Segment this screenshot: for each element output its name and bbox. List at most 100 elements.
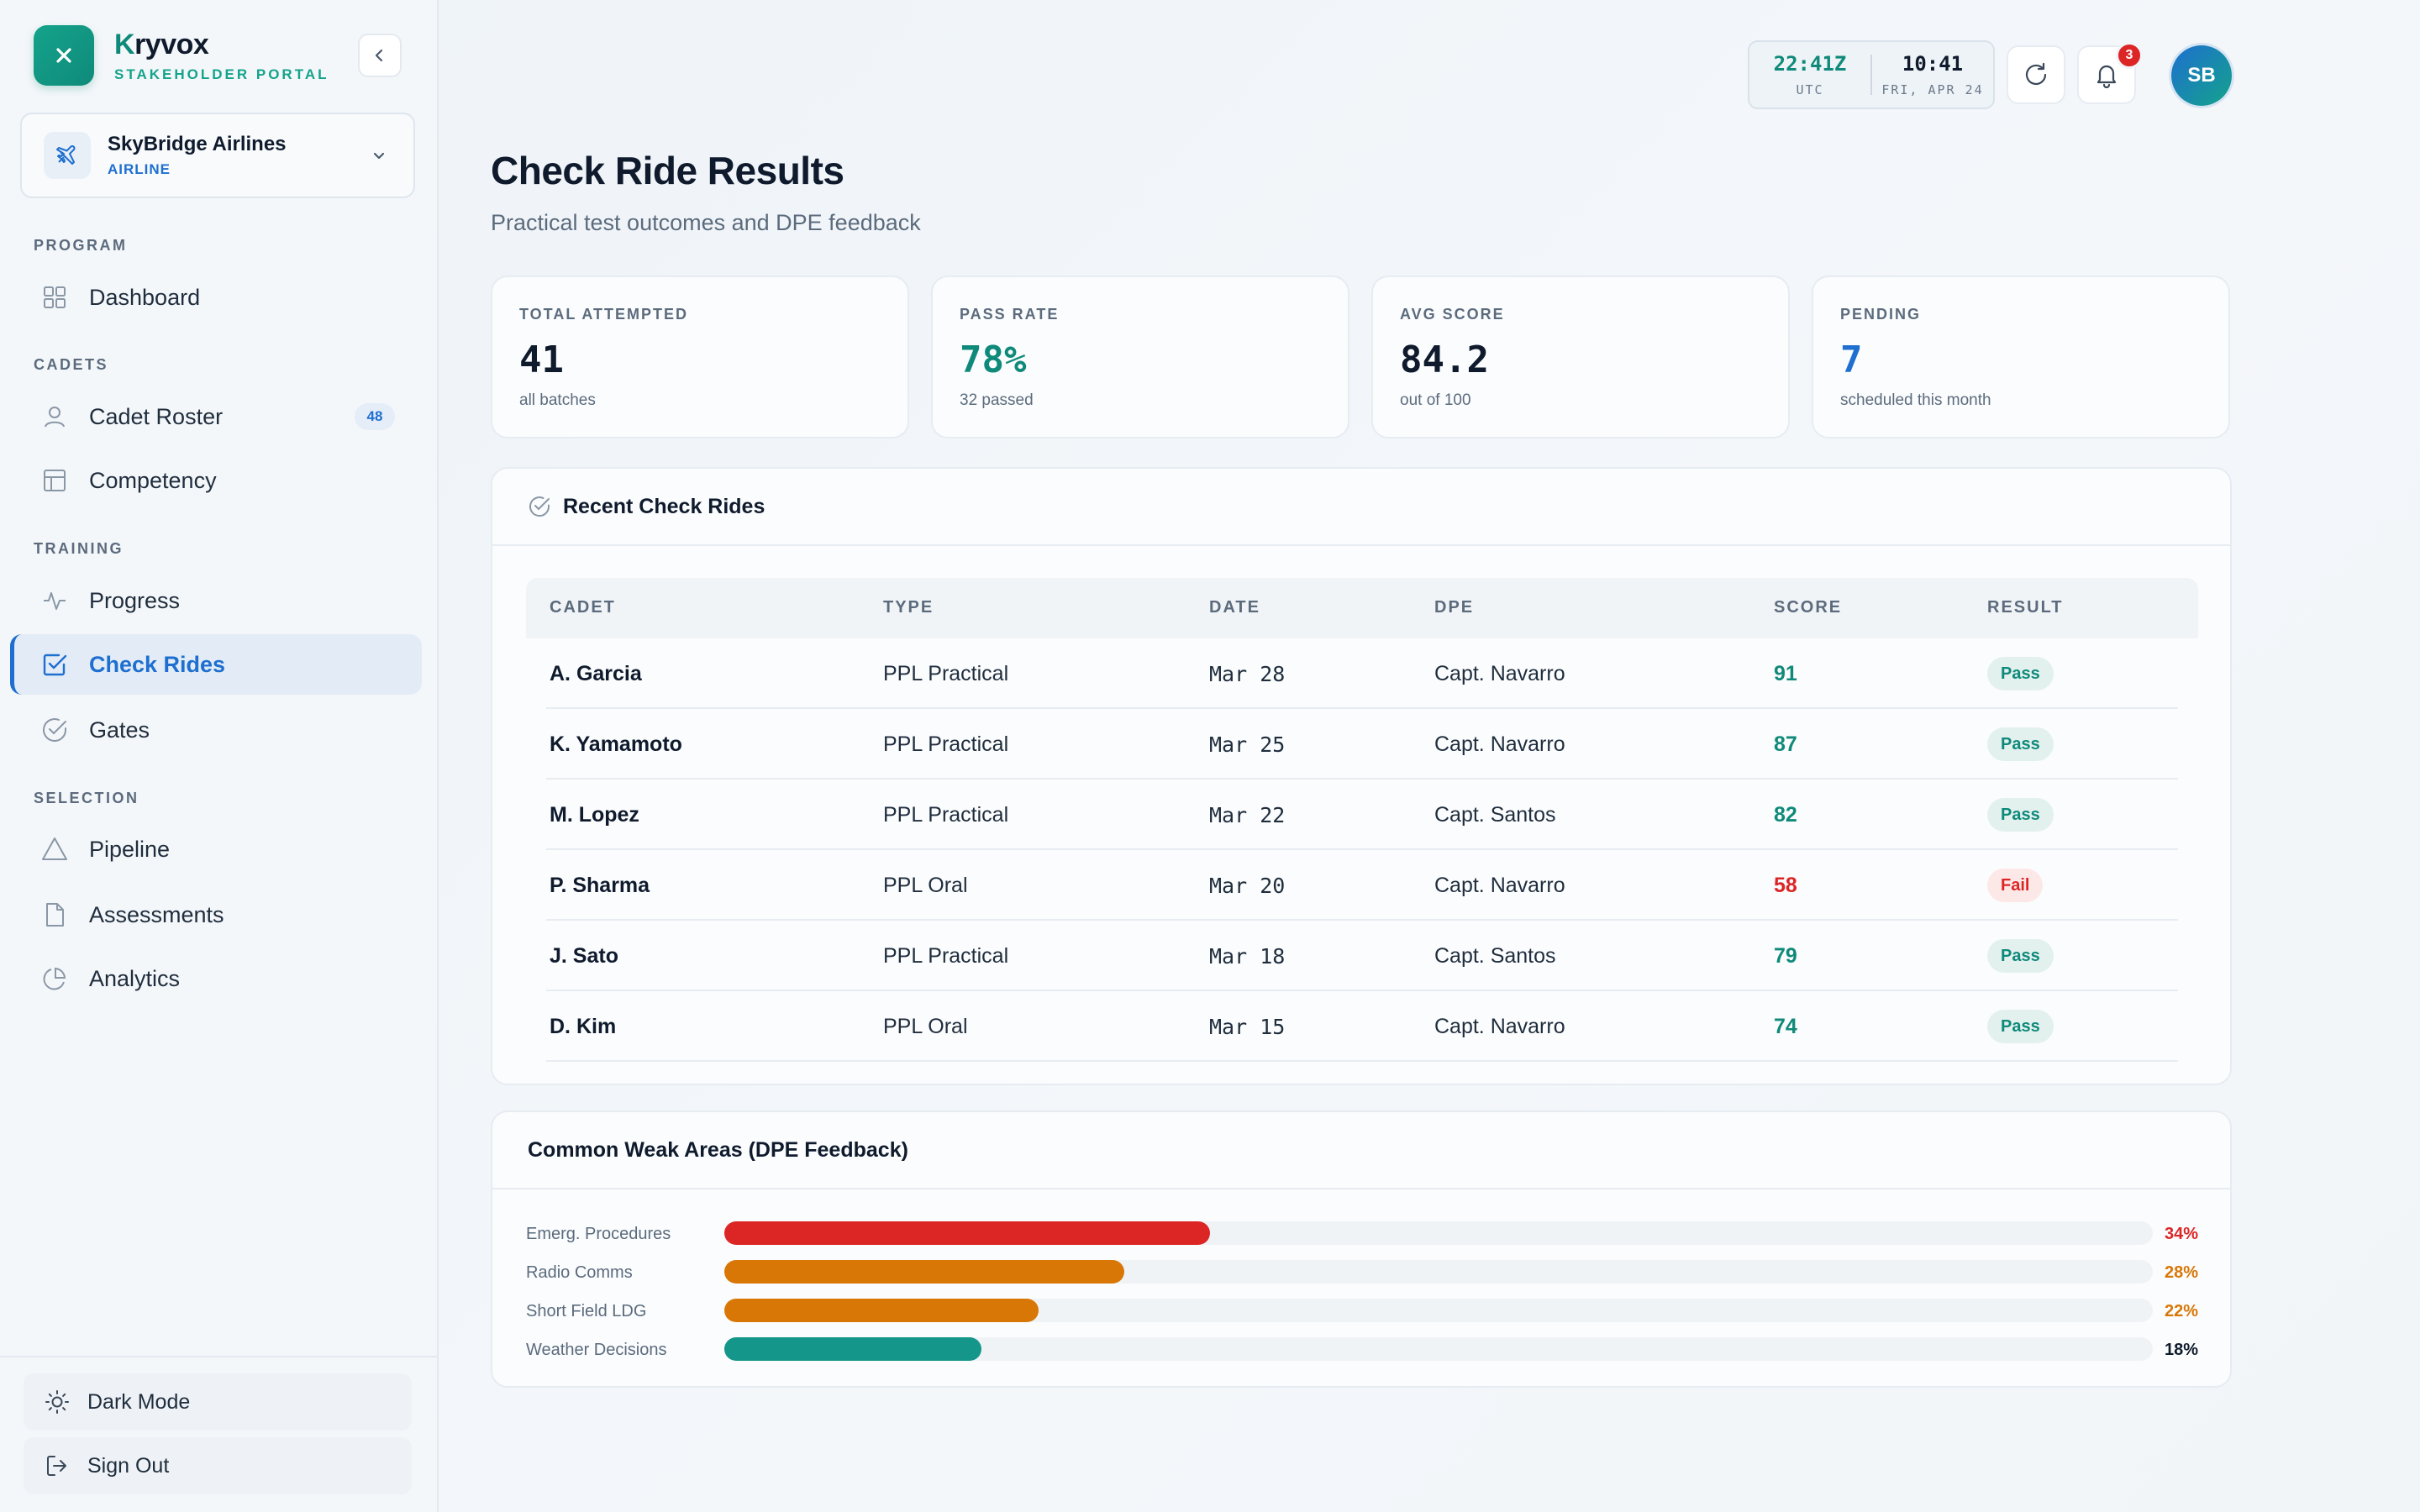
- stat-label: TOTAL ATTEMPTED: [519, 306, 881, 323]
- stat-label: AVG SCORE: [1400, 306, 1761, 323]
- panel-title: Common Weak Areas (DPE Feedback): [528, 1138, 908, 1163]
- table-icon: [40, 466, 69, 495]
- cell-cadet: J. Sato: [550, 944, 618, 969]
- cell-score: 82: [1774, 803, 1797, 827]
- cadet-count-badge: 48: [355, 403, 395, 430]
- sidebar-item-analytics[interactable]: Analytics: [10, 948, 422, 1009]
- sidebar-footer: [0, 1356, 437, 1357]
- cell-dpe: Capt. Navarro: [1434, 662, 1565, 686]
- notifications-button[interactable]: 3: [2077, 45, 2136, 104]
- check-circle-icon: [40, 716, 69, 744]
- sidebar-item-competency[interactable]: Competency: [10, 450, 422, 511]
- column-header-result[interactable]: RESULT: [1987, 598, 2064, 617]
- panel-header: Recent Check Rides: [492, 469, 2230, 546]
- sidebar-item-pipeline[interactable]: Pipeline: [10, 819, 422, 879]
- cell-type: PPL Oral: [883, 1015, 968, 1039]
- refresh-button[interactable]: [2007, 45, 2065, 104]
- sidebar-item-assessments[interactable]: Assessments: [10, 885, 422, 945]
- cell-cadet: M. Lopez: [550, 803, 639, 827]
- weak-area-row: Emerg. Procedures 34%: [526, 1221, 2198, 1247]
- recent-check-rides-panel: Recent Check Rides CADET TYPE DATE DPE S…: [491, 467, 2232, 1085]
- dark-mode-toggle[interactable]: Dark Mode: [24, 1373, 412, 1431]
- sidebar-item-label: Progress: [89, 588, 180, 614]
- cell-type: PPL Practical: [883, 944, 1008, 969]
- table-row[interactable]: D. Kim PPL Oral Mar 15 Capt. Navarro 74 Pass: [546, 991, 2178, 1062]
- sidebar-item-label: Competency: [89, 468, 217, 494]
- table-row[interactable]: P. Sharma PPL Oral Mar 20 Capt. Navarro 58 Fa…: [546, 850, 2178, 921]
- stat-value: 7: [1840, 339, 2202, 381]
- sidebar-item-check-rides[interactable]: Check Rides: [10, 634, 422, 695]
- file-icon: [40, 900, 69, 929]
- weak-area-value: 28%: [2165, 1263, 2198, 1283]
- airplane-icon: [44, 132, 91, 179]
- local-date: FRI, APR 24: [1872, 82, 1993, 97]
- weak-area-track: [724, 1221, 2153, 1245]
- grid-icon: [40, 283, 69, 312]
- cell-dpe: Capt. Navarro: [1434, 732, 1565, 757]
- stat-label: PENDING: [1840, 306, 2202, 323]
- org-name: SkyBridge Airlines: [108, 133, 366, 156]
- column-header-type[interactable]: TYPE: [883, 598, 934, 617]
- cell-date: Mar 15: [1209, 1015, 1285, 1039]
- activity-icon: [40, 586, 69, 615]
- sign-out-button[interactable]: Sign Out: [24, 1437, 412, 1494]
- stat-value: 41: [519, 339, 881, 381]
- weak-area-row: Weather Decisions 18%: [526, 1337, 2198, 1362]
- weak-area-track: [724, 1337, 2153, 1361]
- column-header-score[interactable]: SCORE: [1774, 598, 1842, 617]
- sidebar-item-progress[interactable]: Progress: [10, 570, 422, 631]
- weak-area-label: Radio Comms: [526, 1263, 633, 1283]
- sidebar-item-gates[interactable]: Gates: [10, 700, 422, 760]
- column-header-date[interactable]: DATE: [1209, 598, 1260, 617]
- cell-score: 91: [1774, 662, 1797, 686]
- nav-section-program: PROGRAM: [34, 237, 128, 255]
- stat-card-pass-rate: PASS RATE 78% 32 passed: [931, 276, 1349, 438]
- sidebar: Kryvox STAKEHOLDER PORTAL SkyBridge Airl…: [0, 0, 439, 1512]
- sidebar-item-label: Cadet Roster: [89, 404, 223, 430]
- column-header-dpe[interactable]: DPE: [1434, 598, 1474, 617]
- sidebar-item-dashboard[interactable]: Dashboard: [10, 267, 422, 328]
- table-row[interactable]: K. Yamamoto PPL Practical Mar 25 Capt. Nava…: [546, 709, 2178, 780]
- sidebar-item-cadet-roster[interactable]: Cadet Roster 48: [10, 386, 422, 447]
- cell-type: PPL Practical: [883, 803, 1008, 827]
- cell-dpe: Capt. Santos: [1434, 944, 1556, 969]
- collapse-sidebar-button[interactable]: [358, 34, 402, 77]
- panel-header: Common Weak Areas (DPE Feedback): [492, 1112, 2230, 1189]
- cell-date: Mar 18: [1209, 944, 1285, 969]
- status-badge: Pass: [1987, 1010, 2054, 1043]
- status-badge: Pass: [1987, 727, 2054, 761]
- sidebar-item-label: Assessments: [89, 902, 224, 928]
- status-badge: Fail: [1987, 869, 2043, 902]
- sidebar-item-label: Pipeline: [89, 837, 170, 863]
- weak-area-bar: [724, 1221, 1210, 1245]
- weak-area-label: Emerg. Procedures: [526, 1225, 671, 1244]
- weak-area-bar: [724, 1337, 981, 1361]
- weak-area-track: [724, 1299, 2153, 1322]
- brand-logo-icon[interactable]: [34, 25, 94, 86]
- nav-section-training: TRAINING: [34, 540, 124, 558]
- avatar[interactable]: SB: [2171, 45, 2232, 106]
- cell-dpe: Capt. Navarro: [1434, 874, 1565, 898]
- cell-date: Mar 22: [1209, 803, 1285, 827]
- dark-mode-label: Dark Mode: [87, 1390, 190, 1415]
- cell-cadet: A. Garcia: [550, 662, 642, 686]
- table-row[interactable]: J. Sato PPL Practical Mar 18 Capt. Santos 79…: [546, 921, 2178, 991]
- weak-area-bar: [724, 1299, 1039, 1322]
- weak-area-label: Short Field LDG: [526, 1302, 646, 1321]
- table-row[interactable]: M. Lopez PPL Practical Mar 22 Capt. Santos 8…: [546, 780, 2178, 850]
- check-circle-icon: [528, 495, 551, 518]
- status-badge: Pass: [1987, 939, 2054, 973]
- cell-score: 79: [1774, 944, 1797, 969]
- weak-area-value: 34%: [2165, 1225, 2198, 1244]
- notification-count-badge: 3: [2116, 42, 2143, 69]
- sun-icon: [44, 1389, 71, 1415]
- status-badge: Pass: [1987, 798, 2054, 832]
- org-switcher[interactable]: SkyBridge Airlines AIRLINE: [20, 113, 415, 198]
- weak-area-bar: [724, 1260, 1124, 1284]
- column-header-cadet[interactable]: CADET: [550, 598, 616, 617]
- org-type: AIRLINE: [108, 161, 366, 178]
- table-row[interactable]: A. Garcia PPL Practical Mar 28 Capt. Navarr…: [546, 638, 2178, 709]
- weak-area-value: 18%: [2165, 1341, 2198, 1360]
- triangle-icon: [40, 835, 69, 864]
- pie-chart-icon: [40, 964, 69, 993]
